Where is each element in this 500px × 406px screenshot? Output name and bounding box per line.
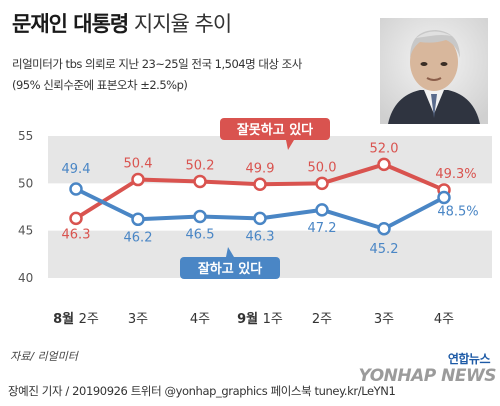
logo-english: YONHAP NEWS — [358, 366, 497, 386]
data-label: 45.2 — [370, 242, 399, 257]
credit-line: 장예진 기자 / 20190926 트위터 @yonhap_graphics 페… — [8, 384, 396, 398]
x-tick-label: 4주 — [190, 312, 210, 327]
data-label: 46.5 — [186, 227, 215, 242]
y-axis: 40 45 50 55 — [18, 129, 33, 285]
data-label: 48.5% — [437, 205, 478, 220]
subtitle-line-1: 리얼미터가 tbs 의뢰로 지난 23~25일 전국 1,504명 대상 조사 — [12, 57, 302, 71]
data-label: 47.2 — [308, 221, 337, 236]
data-label: 52.0 — [370, 141, 399, 156]
data-label: 50.2 — [186, 158, 215, 173]
data-label: 50.4 — [124, 157, 153, 172]
y-tick-label: 55 — [18, 129, 33, 143]
data-label: 46.3 — [62, 227, 91, 242]
data-point — [193, 174, 207, 189]
data-point — [377, 222, 391, 236]
data-point — [69, 211, 83, 226]
data-label: 50.0 — [308, 160, 337, 175]
data-point — [69, 182, 83, 196]
callout-approve-box — [180, 257, 280, 279]
subtitle-line-2: (95% 신뢰수준에 표본오차 ±2.5%p) — [12, 78, 188, 92]
data-point — [131, 172, 145, 187]
x-tick-label: 3주 — [374, 312, 394, 327]
series-approve: 49.4 46.2 46.5 46.3 47.2 45.2 48.5% — [62, 162, 479, 257]
data-label: 46.2 — [124, 230, 153, 245]
title-light: 지지율 추이 — [133, 12, 232, 36]
data-point — [315, 203, 329, 217]
logo-korean: 연합뉴스 — [447, 352, 491, 366]
x-tick-label: 4주 — [434, 312, 454, 327]
callout-disapprove-label: 잘못하고 있다 — [237, 122, 313, 138]
data-label: 49.9 — [246, 161, 275, 176]
data-point — [253, 211, 267, 226]
y-tick-label: 50 — [18, 176, 33, 190]
callout-approve-pointer — [226, 247, 234, 257]
data-label: 49.4 — [62, 162, 91, 177]
y-tick-label: 45 — [18, 224, 33, 238]
x-tick-label: 8월 2주 — [53, 311, 99, 327]
source-note: 자료/ 리얼미터 — [10, 350, 78, 363]
data-point — [253, 177, 267, 192]
data-label: 49.3% — [435, 167, 476, 182]
y-tick-label: 40 — [18, 271, 33, 285]
x-tick-label: 9월 1주 — [237, 311, 283, 327]
x-tick-label: 3주 — [128, 312, 148, 327]
callout-disapprove-box — [220, 118, 330, 140]
callout-disapprove-pointer — [286, 140, 294, 150]
data-point — [377, 157, 391, 172]
grid-bands — [48, 136, 492, 278]
title-bold: 문재인 대통령 — [12, 12, 129, 36]
x-axis: 8월 2주 3주 4주 9월 1주 2주 3주 4주 — [53, 311, 454, 327]
callout-approve-label: 잘하고 있다 — [198, 261, 262, 277]
portrait-image — [380, 18, 488, 124]
data-point — [315, 176, 329, 191]
band-50-55 — [48, 136, 492, 184]
data-label: 46.3 — [246, 229, 275, 244]
page-title: 문재인 대통령 지지율 추이 — [12, 8, 232, 38]
data-point — [193, 209, 207, 224]
x-tick-label: 2주 — [312, 312, 332, 327]
data-point — [437, 190, 451, 205]
data-point — [131, 212, 145, 227]
series-disapprove: 46.3 50.4 50.2 49.9 50.0 52.0 49.3% — [62, 141, 477, 242]
yonhap-logo: 연합뉴스 YONHAP NEWS — [312, 350, 497, 402]
